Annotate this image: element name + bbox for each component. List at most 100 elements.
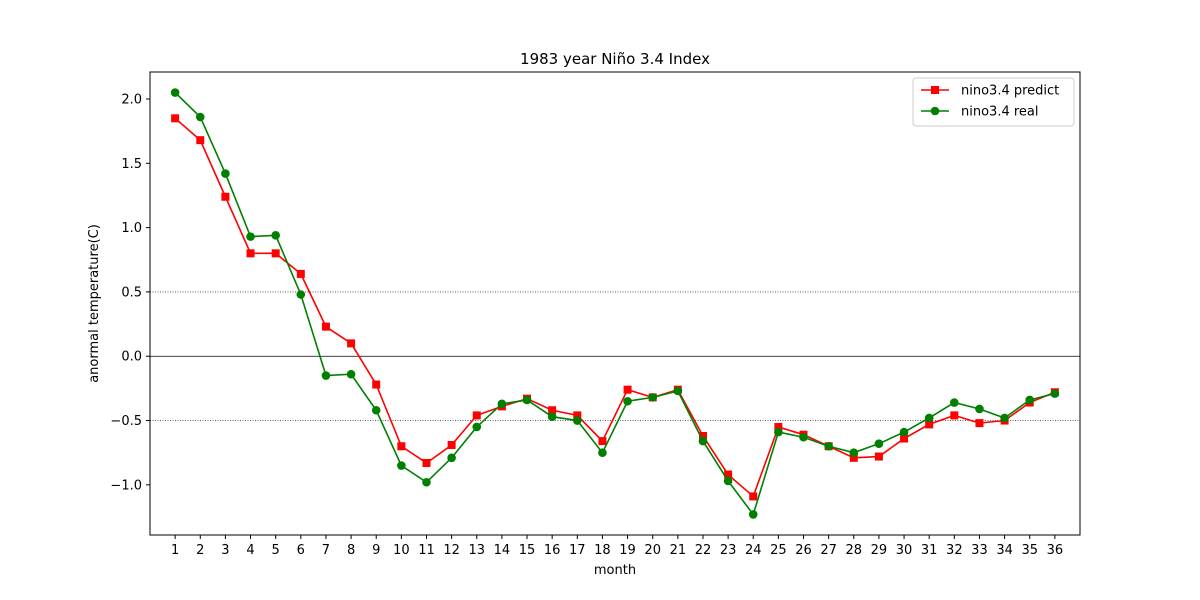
data-point <box>221 192 230 201</box>
data-point <box>975 419 984 428</box>
x-tick-label: 35 <box>1021 543 1038 558</box>
data-point <box>422 458 431 467</box>
data-point <box>171 114 180 123</box>
x-tick-label: 15 <box>519 543 536 558</box>
y-tick-label: −1.0 <box>110 478 142 493</box>
data-point <box>900 434 909 443</box>
x-tick-label: 27 <box>820 543 837 558</box>
x-tick-label: 11 <box>418 543 435 558</box>
data-point <box>472 422 482 432</box>
x-tick-label: 33 <box>971 543 988 558</box>
data-point <box>975 404 984 414</box>
x-tick-label: 2 <box>196 543 204 558</box>
series-line-0 <box>174 117 1056 498</box>
data-point <box>246 232 255 241</box>
data-point <box>824 441 833 451</box>
x-tick-label: 32 <box>946 543 963 558</box>
legend: nino3.4 predict nino3.4 real <box>912 77 1075 127</box>
data-point <box>170 88 180 97</box>
data-point <box>573 411 582 420</box>
data-point <box>723 476 733 486</box>
y-tick-label: −0.5 <box>110 414 142 429</box>
y-tick-label: 1.0 <box>121 221 142 236</box>
data-point <box>447 453 456 463</box>
data-point <box>397 461 406 470</box>
legend-label: nino3.4 real <box>961 105 1039 120</box>
data-point <box>271 231 280 240</box>
chart-title: 1983 year Niño 3.4 Index <box>520 50 710 68</box>
data-point <box>347 339 356 348</box>
data-point <box>346 369 356 379</box>
data-point <box>497 399 507 409</box>
data-point <box>547 412 557 421</box>
data-point <box>246 249 255 258</box>
y-tick-label: 2.0 <box>121 93 142 108</box>
data-point <box>472 411 481 420</box>
data-point <box>598 437 607 446</box>
data-point <box>221 169 230 178</box>
x-tick-label: 12 <box>443 543 460 558</box>
x-tick-label: 6 <box>297 543 305 558</box>
x-tick-label: 8 <box>347 543 355 558</box>
x-tick-label: 5 <box>272 543 280 558</box>
x-tick-label: 34 <box>996 543 1013 558</box>
data-point <box>1050 389 1060 398</box>
x-tick-label: 21 <box>670 543 687 558</box>
x-tick-label: 17 <box>569 543 586 558</box>
x-tick-label: 26 <box>795 543 812 558</box>
data-point <box>195 112 205 122</box>
x-tick-label: 9 <box>372 543 380 558</box>
data-point <box>724 470 733 479</box>
data-point <box>874 452 883 461</box>
data-point <box>924 413 934 423</box>
y-tick-label: 1.5 <box>121 157 142 172</box>
x-tick-label: 13 <box>468 543 485 558</box>
data-point <box>799 432 808 442</box>
data-point <box>623 396 632 406</box>
data-point <box>447 440 456 449</box>
x-axis-label: month <box>594 563 636 578</box>
x-tick-label: 28 <box>846 543 863 558</box>
x-tick-label: 29 <box>871 543 888 558</box>
data-point <box>774 427 783 437</box>
data-point <box>598 448 607 457</box>
x-tick-label: 1 <box>171 543 179 558</box>
x-tick-label: 30 <box>896 543 913 558</box>
data-point <box>673 386 683 396</box>
data-point <box>950 398 959 407</box>
data-point <box>1025 395 1035 405</box>
x-tick-label: 31 <box>921 543 938 558</box>
x-tick-label: 18 <box>594 543 611 558</box>
data-point <box>371 405 381 415</box>
data-point <box>925 420 934 429</box>
data-point <box>321 371 331 380</box>
x-tick-label: 20 <box>644 543 661 558</box>
data-point <box>774 422 783 431</box>
data-point <box>849 448 859 457</box>
legend-marker <box>930 106 940 116</box>
data-point <box>748 510 758 519</box>
y-axis-label: anormal temperature(C) <box>87 224 102 383</box>
x-tick-label: 19 <box>619 543 636 558</box>
legend-label: nino3.4 predict <box>961 84 1059 99</box>
data-point <box>899 427 909 437</box>
x-tick-label: 25 <box>770 543 787 558</box>
y-tick-label: 0.5 <box>121 285 142 300</box>
plot-frame <box>149 71 1081 536</box>
x-tick-label: 16 <box>544 543 561 558</box>
x-tick-label: 14 <box>494 543 511 558</box>
x-tick-label: 36 <box>1047 543 1064 558</box>
x-tick-label: 10 <box>393 543 410 558</box>
y-tick-label: 0.0 <box>121 350 142 365</box>
data-point <box>548 406 557 415</box>
data-point <box>1000 413 1009 423</box>
data-point <box>372 380 381 389</box>
data-point <box>296 269 305 278</box>
data-point <box>422 477 431 487</box>
data-point <box>849 453 858 462</box>
data-point <box>950 411 959 420</box>
data-point <box>698 431 707 440</box>
x-tick-label: 3 <box>221 543 229 558</box>
data-point <box>522 395 532 405</box>
